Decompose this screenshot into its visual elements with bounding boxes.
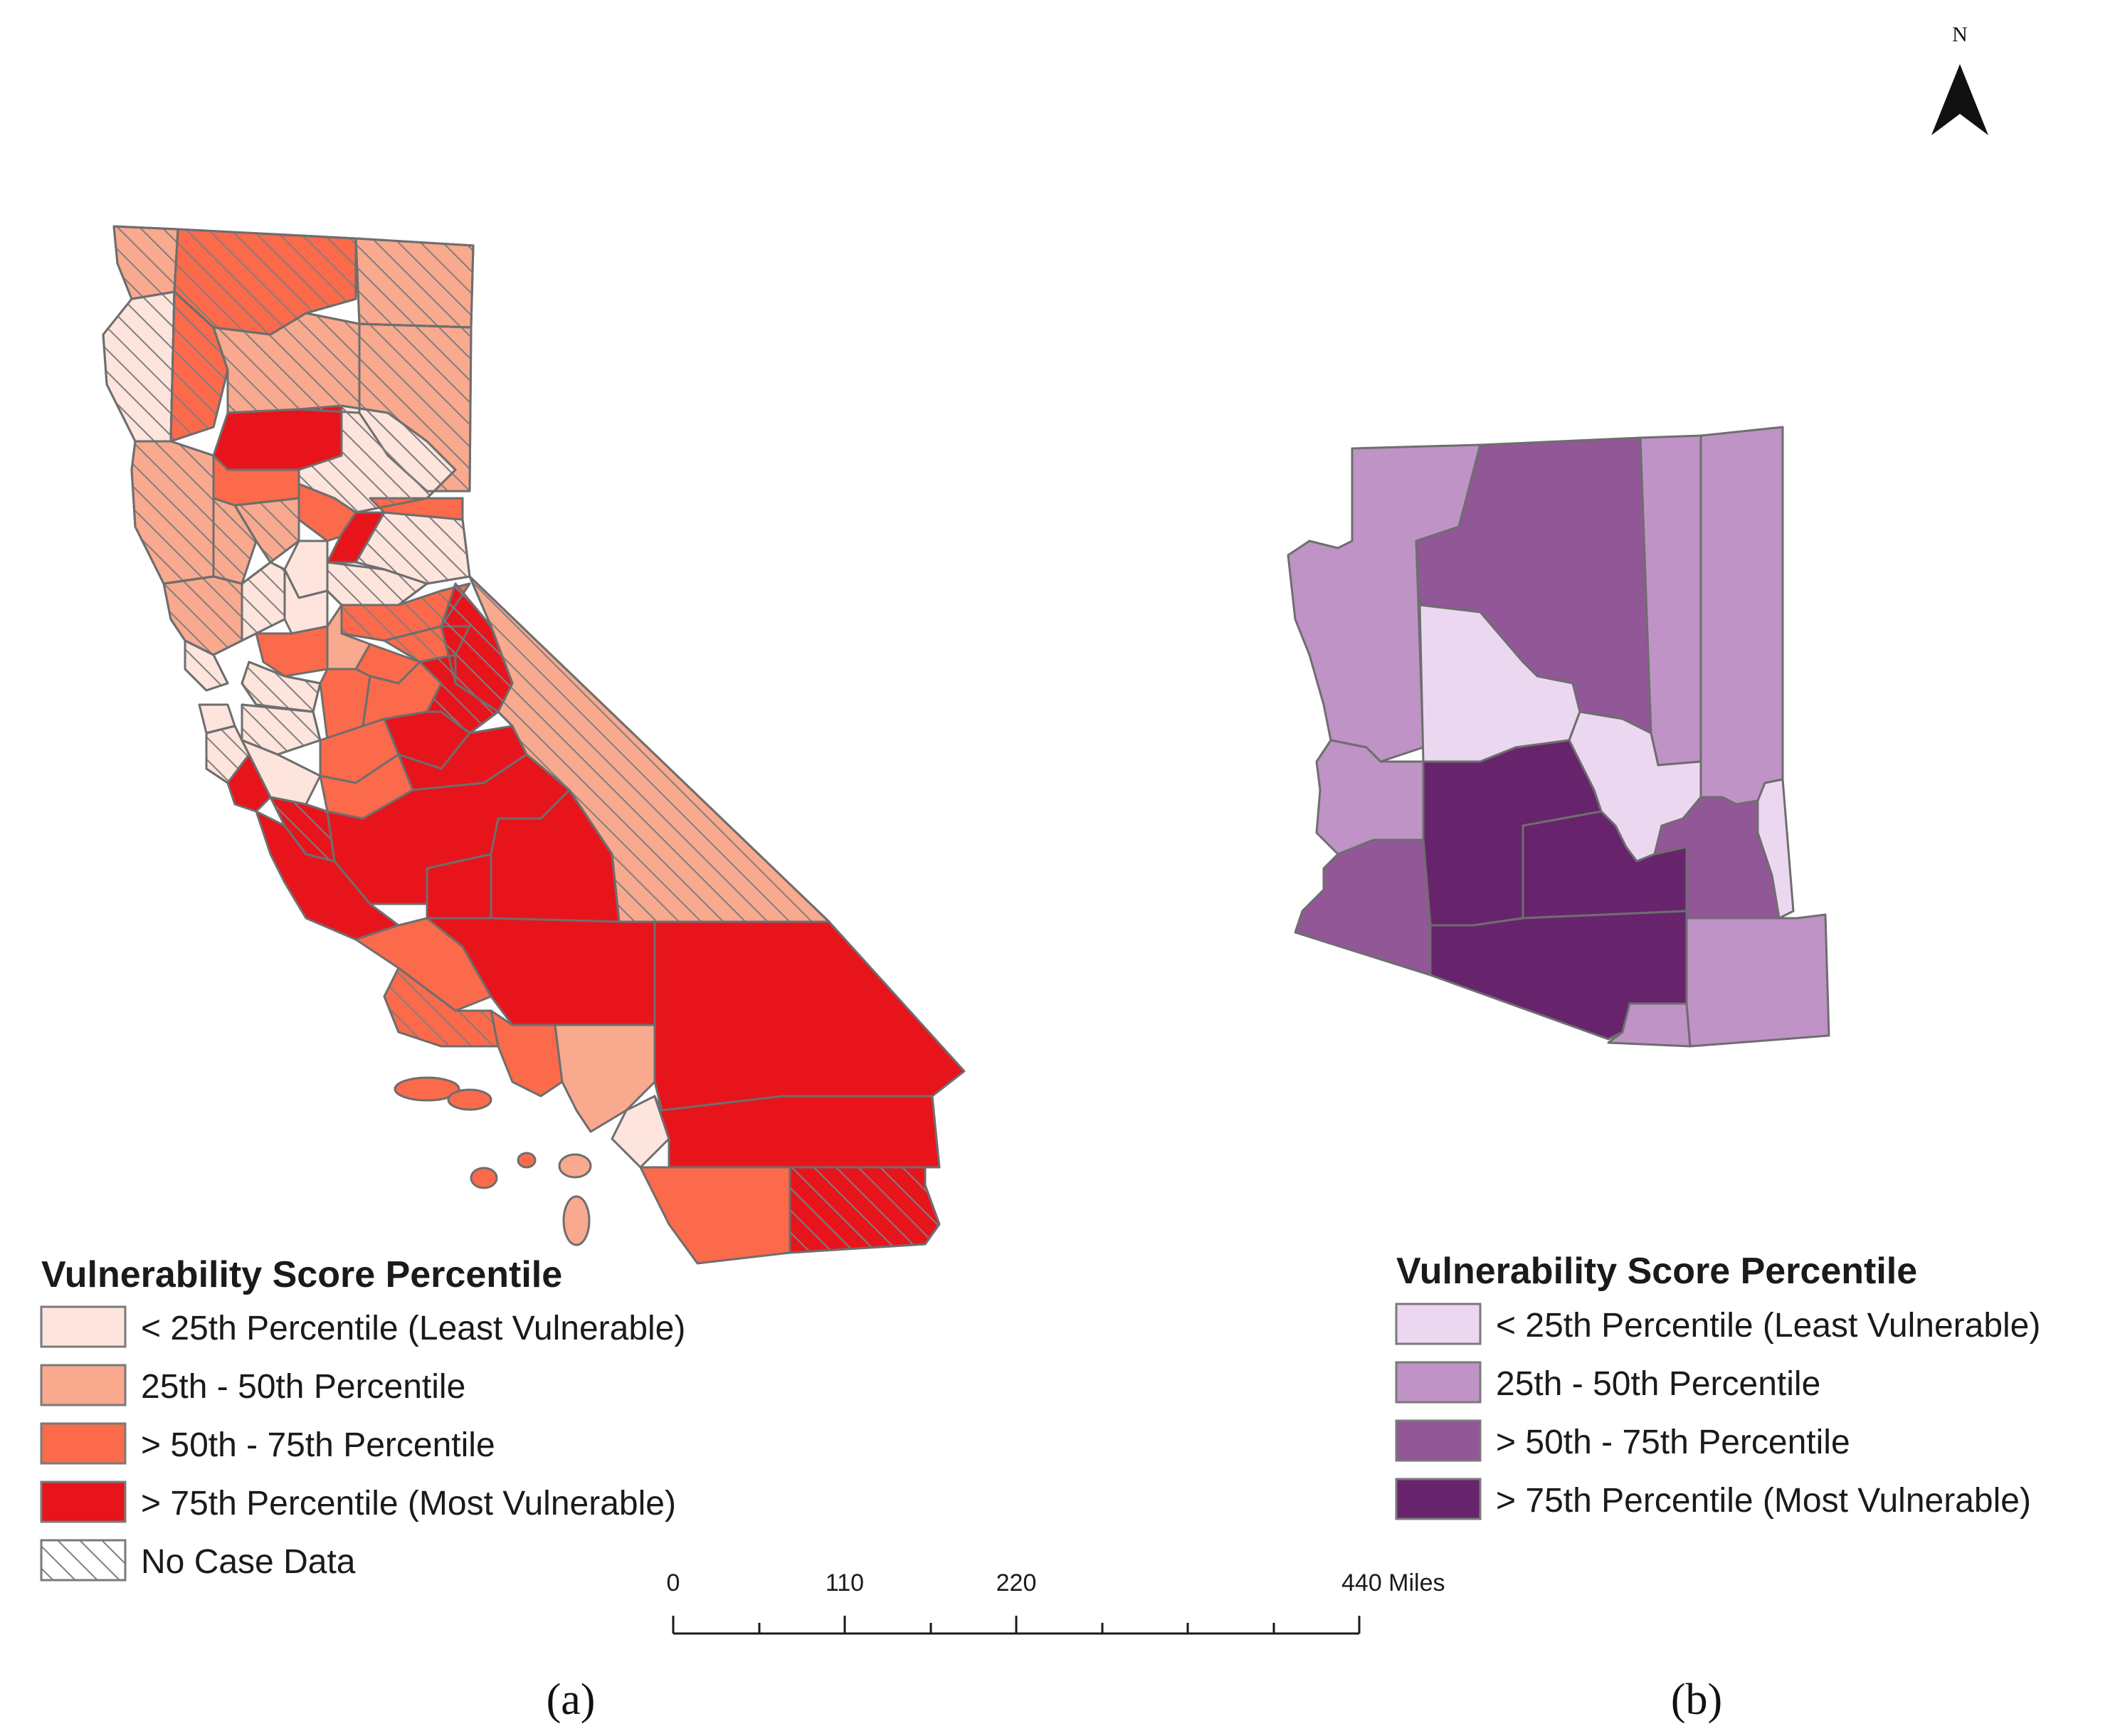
ca-no-case-data-overlay bbox=[102, 225, 941, 1254]
scale-tick-220: 220 bbox=[996, 1569, 1037, 1596]
legend-a-swatch bbox=[40, 1305, 127, 1348]
legend-a-swatch bbox=[40, 1422, 127, 1465]
scale-tick-440-miles: 440 Miles bbox=[1341, 1569, 1445, 1596]
legend-a-item: 25th - 50th Percentile bbox=[40, 1364, 465, 1406]
legend-a-swatch bbox=[40, 1539, 127, 1582]
arizona-map bbox=[1287, 426, 1830, 1048]
north-arrow-label: N bbox=[1952, 23, 1968, 46]
legend-b: Vulnerability Score Percentile < 25th Pe… bbox=[1395, 1251, 2040, 1520]
ca-island bbox=[558, 1153, 592, 1179]
legend-b-item: 25th - 50th Percentile bbox=[1395, 1361, 1820, 1404]
ca-island bbox=[447, 1088, 492, 1111]
az-county-navajo bbox=[1639, 434, 1702, 767]
north-arrow: N bbox=[1931, 23, 1988, 135]
legend-b-label: 25th - 50th Percentile bbox=[1496, 1365, 1820, 1403]
legend-b-swatch bbox=[1395, 1478, 1482, 1520]
legend-a-title: Vulnerability Score Percentile bbox=[41, 1254, 562, 1295]
legend-a-item: No Case Data bbox=[40, 1539, 356, 1582]
legend-a-item: > 50th - 75th Percentile bbox=[40, 1422, 495, 1465]
scale-tick-0: 0 bbox=[667, 1569, 680, 1596]
ca-county-tehama bbox=[212, 404, 343, 471]
panel-a-label: (a) bbox=[547, 1675, 596, 1724]
ca-county-san-diego bbox=[639, 1166, 791, 1265]
legend-b-label: > 50th - 75th Percentile bbox=[1496, 1424, 1850, 1461]
legend-b-item: > 75th Percentile (Most Vulnerable) bbox=[1395, 1478, 2031, 1520]
az-county-la-paz bbox=[1315, 739, 1425, 856]
az-county-cochise bbox=[1685, 913, 1830, 1048]
legend-a-swatch bbox=[40, 1364, 127, 1406]
ca-county-riverside bbox=[653, 1095, 941, 1169]
legend-b-swatch bbox=[1395, 1361, 1482, 1404]
scale-tick-110: 110 bbox=[826, 1569, 864, 1596]
az-county-santa-cruz bbox=[1607, 1002, 1692, 1048]
ca-county-san-bernardino bbox=[653, 920, 966, 1112]
panel-b-label: (b) bbox=[1671, 1675, 1722, 1724]
legend-a-item: < 25th Percentile (Least Vulnerable) bbox=[40, 1305, 685, 1348]
legend-a-label: 25th - 50th Percentile bbox=[141, 1368, 465, 1406]
ca-county-ventura bbox=[490, 1009, 564, 1098]
legend-a: Vulnerability Score Percentile < 25th Pe… bbox=[40, 1254, 685, 1582]
legend-a-swatch bbox=[40, 1480, 127, 1523]
legend-b-item: < 25th Percentile (Least Vulnerable) bbox=[1395, 1303, 2040, 1345]
legend-b-swatch bbox=[1395, 1419, 1482, 1462]
legend-b-label: < 25th Percentile (Least Vulnerable) bbox=[1496, 1307, 2040, 1345]
legend-a-label: > 75th Percentile (Most Vulnerable) bbox=[141, 1485, 676, 1522]
legend-a-label: No Case Data bbox=[141, 1543, 356, 1581]
az-county-yuma bbox=[1294, 838, 1432, 977]
legend-b-swatch bbox=[1395, 1303, 1482, 1345]
ca-island bbox=[517, 1152, 537, 1169]
legend-a-label: > 50th - 75th Percentile bbox=[141, 1426, 495, 1464]
ca-county-yuba bbox=[326, 511, 386, 564]
california-map bbox=[102, 225, 966, 1265]
legend-b-label: > 75th Percentile (Most Vulnerable) bbox=[1496, 1482, 2031, 1520]
legend-a-label: < 25th Percentile (Least Vulnerable) bbox=[141, 1310, 685, 1347]
az-county-apache bbox=[1699, 426, 1784, 806]
scale-bar bbox=[672, 1616, 1361, 1635]
legend-a-item: > 75th Percentile (Most Vulnerable) bbox=[40, 1480, 676, 1523]
north-arrow-icon bbox=[1931, 64, 1988, 135]
legend-b-item: > 50th - 75th Percentile bbox=[1395, 1419, 1850, 1462]
ca-island bbox=[394, 1076, 460, 1102]
legend-b-title: Vulnerability Score Percentile bbox=[1396, 1251, 1917, 1292]
ca-island bbox=[562, 1195, 591, 1246]
ca-county-orange bbox=[611, 1095, 670, 1169]
ca-island bbox=[470, 1167, 498, 1189]
